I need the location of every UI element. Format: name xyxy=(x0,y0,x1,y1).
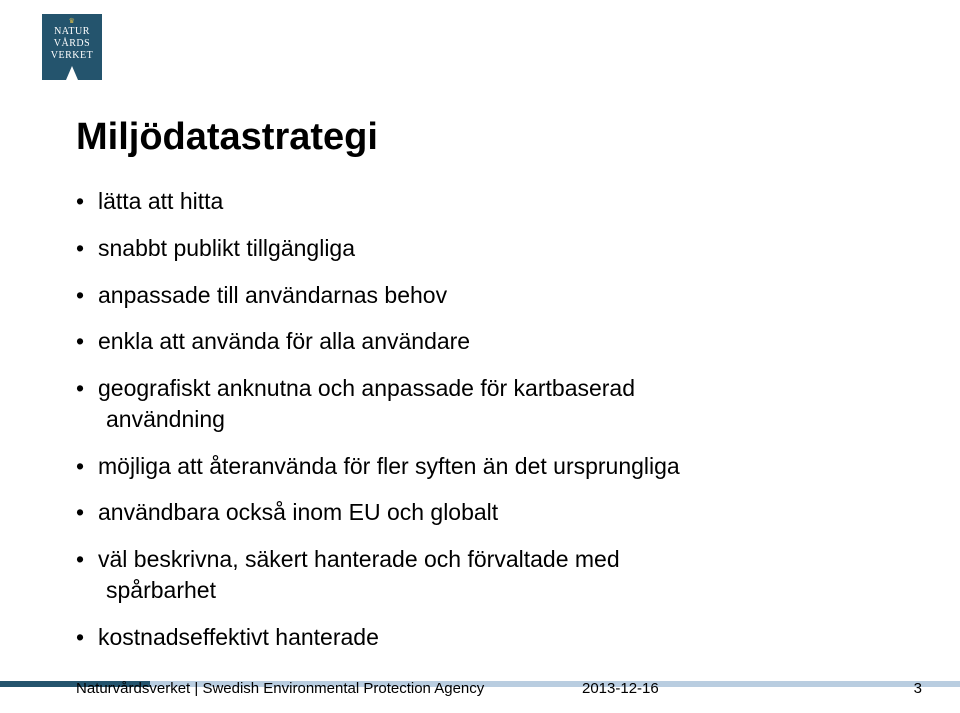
bullet-text: lätta att hitta xyxy=(98,188,223,214)
content-area: Miljödatastrategi lätta att hitta snabbt… xyxy=(76,116,884,669)
bullet-text: kostnadseffektivt hanterade xyxy=(98,624,379,650)
bullet-text: enkla att använda för alla användare xyxy=(98,328,470,354)
logo-box: ♛ NATUR VÅRDS VERKET xyxy=(42,14,102,66)
logo-line-1: NATUR xyxy=(54,26,90,38)
bullet-text: väl beskrivna, säkert hanterade och förv… xyxy=(98,546,620,572)
footer-org: Naturvårdsverket | Swedish Environmental… xyxy=(76,680,484,697)
slide: ♛ NATUR VÅRDS VERKET Miljödatastrategi l… xyxy=(0,0,960,713)
slide-title: Miljödatastrategi xyxy=(76,116,884,159)
logo-line-3: VERKET xyxy=(51,50,93,62)
footer: Naturvårdsverket | Swedish Environmental… xyxy=(0,671,960,697)
footer-date: 2013-12-16 xyxy=(582,680,659,697)
bullet-text: användbara också inom EU och globalt xyxy=(98,499,498,525)
bullet-sub: spårbarhet xyxy=(98,576,884,605)
list-item: enkla att använda för alla användare xyxy=(76,327,884,356)
bullet-list: lätta att hitta snabbt publikt tillgängl… xyxy=(76,187,884,651)
list-item: lätta att hitta xyxy=(76,187,884,216)
list-item: snabbt publikt tillgängliga xyxy=(76,234,884,263)
agency-logo: ♛ NATUR VÅRDS VERKET xyxy=(42,14,102,82)
logo-line-2: VÅRDS xyxy=(54,38,90,50)
list-item: kostnadseffektivt hanterade xyxy=(76,623,884,652)
list-item: geografiskt anknutna och anpassade för k… xyxy=(76,374,884,434)
bullet-text: möjliga att återanvända för fler syften … xyxy=(98,453,680,479)
bullet-text: geografiskt anknutna och anpassade för k… xyxy=(98,375,635,401)
crown-icon: ♛ xyxy=(69,18,76,25)
list-item: väl beskrivna, säkert hanterade och förv… xyxy=(76,545,884,605)
logo-banner-tail xyxy=(42,66,102,80)
bullet-text: anpassade till användarnas behov xyxy=(98,282,447,308)
list-item: anpassade till användarnas behov xyxy=(76,281,884,310)
list-item: användbara också inom EU och globalt xyxy=(76,498,884,527)
list-item: möjliga att återanvända för fler syften … xyxy=(76,452,884,481)
bullet-sub: användning xyxy=(98,405,884,434)
page-number: 3 xyxy=(914,680,922,697)
bullet-text: snabbt publikt tillgängliga xyxy=(98,235,355,261)
